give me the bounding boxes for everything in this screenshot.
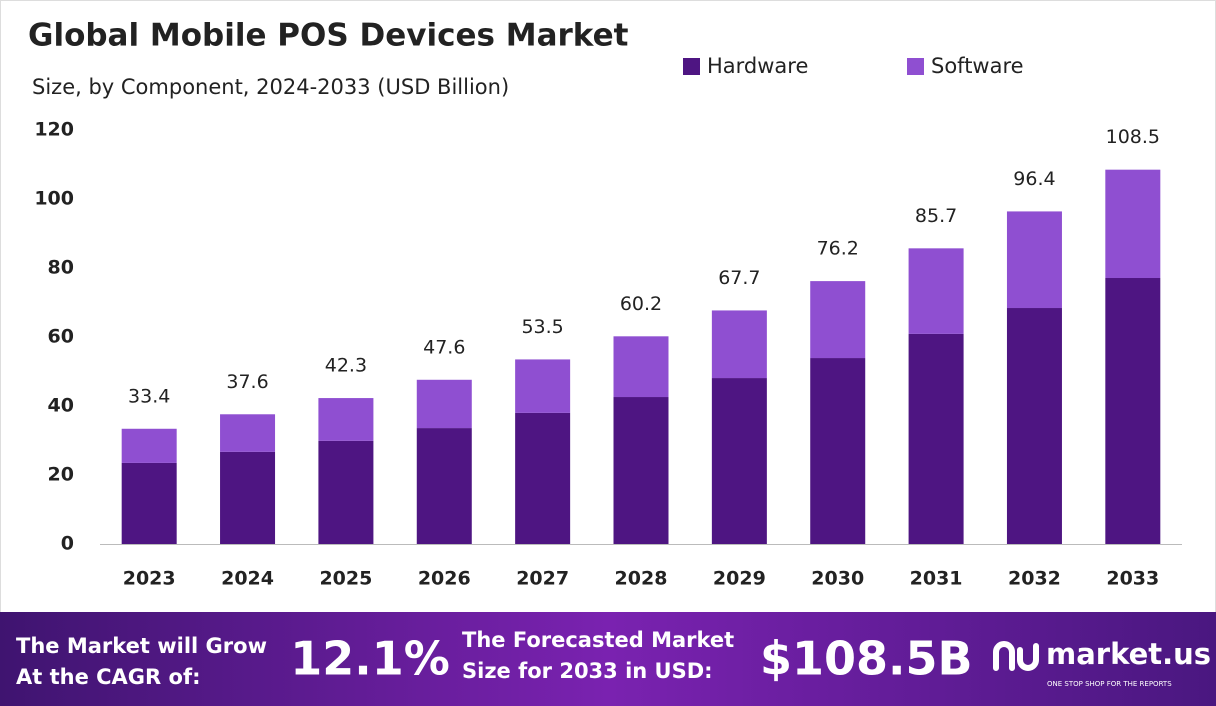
bar-segment	[1006, 308, 1062, 544]
y-tick-label: 0	[61, 533, 74, 555]
bar-segment	[515, 412, 571, 544]
bar-segment	[220, 414, 276, 452]
bar-segment	[1105, 169, 1161, 279]
y-tick-label: 20	[48, 464, 74, 486]
total-label: 67.7	[718, 267, 760, 289]
legend-label: Software	[931, 54, 1024, 78]
chart-title: Global Mobile POS Devices Market	[28, 18, 629, 54]
cagr-value: 12.1%	[290, 632, 450, 686]
total-label: 47.6	[423, 336, 465, 358]
bar-segment	[121, 428, 177, 463]
y-tick-label: 60	[48, 326, 74, 348]
brand-tagline: ONE STOP SHOP FOR THE REPORTS	[1047, 680, 1172, 688]
y-tick-label: 80	[48, 257, 74, 279]
bar-segment	[416, 379, 472, 429]
total-label: 85.7	[915, 205, 957, 227]
total-label: 33.4	[128, 385, 170, 407]
bar-segment	[810, 281, 866, 359]
x-tick-label: 2029	[713, 568, 766, 590]
total-label: 37.6	[226, 371, 268, 393]
bar-segment	[908, 248, 964, 334]
bar-segment	[711, 378, 767, 544]
total-label: 53.5	[521, 316, 563, 338]
x-tick-label: 2028	[615, 568, 668, 590]
brand-logo	[993, 641, 1039, 671]
bar-segment	[318, 398, 374, 441]
bar-segment	[416, 428, 472, 544]
bar-segment	[613, 336, 669, 398]
x-tick-label: 2033	[1106, 568, 1159, 590]
x-tick-label: 2031	[910, 568, 963, 590]
bar-segment	[711, 310, 767, 379]
cagr-text: The Market will Grow	[16, 634, 267, 658]
forecast-value: $108.5B	[760, 632, 973, 686]
total-label: 96.4	[1013, 168, 1055, 190]
bar-segment	[1006, 211, 1062, 309]
x-tick-label: 2025	[319, 568, 372, 590]
bar-segment	[220, 451, 276, 544]
y-tick-label: 100	[34, 188, 74, 210]
legend-swatch	[907, 58, 924, 75]
bar-segment	[908, 333, 964, 544]
x-tick-label: 2024	[221, 568, 274, 590]
x-tick-label: 2026	[418, 568, 471, 590]
total-label: 42.3	[325, 355, 367, 377]
x-tick-label: 2032	[1008, 568, 1061, 590]
bar-segment	[613, 397, 669, 544]
brand-name: market.us	[1046, 637, 1211, 671]
legend-swatch	[683, 58, 700, 75]
forecast-text: Size for 2033 in USD:	[462, 659, 713, 683]
cagr-text: At the CAGR of:	[16, 665, 201, 689]
x-tick-label: 2023	[123, 568, 176, 590]
x-tick-label: 2027	[516, 568, 569, 590]
bar-segment	[515, 359, 571, 413]
bar-segment	[810, 358, 866, 544]
y-tick-label: 40	[48, 395, 74, 417]
total-label: 76.2	[817, 238, 859, 260]
total-label: 108.5	[1106, 126, 1160, 148]
legend-label: Hardware	[707, 54, 808, 78]
total-label: 60.2	[620, 293, 662, 315]
bar-segment	[1105, 278, 1161, 544]
bar-segment	[318, 440, 374, 544]
chart-subtitle: Size, by Component, 2024-2033 (USD Billi…	[32, 75, 509, 99]
forecast-text: The Forecasted Market	[462, 628, 734, 652]
y-tick-label: 120	[34, 119, 74, 141]
x-tick-label: 2030	[811, 568, 864, 590]
bar-segment	[121, 462, 177, 544]
